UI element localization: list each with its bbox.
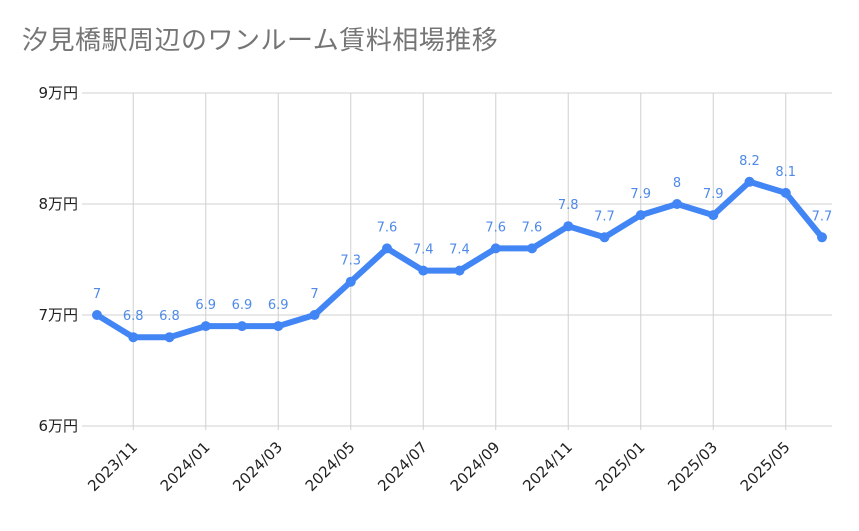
- x-tick-label: 2024/03: [229, 438, 286, 495]
- data-point: [527, 243, 537, 254]
- x-tick-label: 2024/05: [302, 438, 359, 495]
- y-tick-label: 9万円: [38, 84, 78, 102]
- chart-title: 汐見橋駅周辺のワンルーム賃料相場推移: [22, 26, 499, 56]
- y-tick-label: 8万円: [38, 195, 78, 213]
- data-point: [672, 199, 682, 209]
- data-label: 7: [93, 287, 101, 302]
- data-point: [744, 176, 755, 187]
- data-label: 8.2: [739, 154, 760, 169]
- data-label: 6.9: [268, 298, 289, 313]
- x-tick-label: 2024/01: [157, 438, 214, 495]
- data-point: [490, 243, 501, 254]
- data-label: 7.9: [703, 187, 724, 202]
- y-tick-label: 6万円: [38, 417, 78, 435]
- x-tick-label: 2024/11: [519, 438, 576, 495]
- data-point: [635, 210, 646, 221]
- data-label: 6.8: [123, 309, 144, 324]
- data-label: 6.9: [232, 298, 253, 313]
- data-label: 7: [310, 287, 318, 302]
- data-point: [418, 265, 429, 276]
- data-label: 7.7: [594, 209, 615, 224]
- data-label: 7.4: [449, 243, 470, 258]
- y-tick-label: 7万円: [38, 306, 78, 324]
- x-tick-label: 2024/09: [447, 438, 504, 495]
- data-label: 7.9: [630, 187, 651, 202]
- data-point: [237, 321, 247, 332]
- data-point: [817, 232, 827, 243]
- data-label: 7.6: [522, 220, 543, 235]
- data-label: 7.4: [413, 243, 434, 258]
- x-tick-label: 2025/05: [737, 438, 794, 495]
- data-point: [164, 332, 175, 343]
- data-label: 8: [673, 176, 681, 191]
- data-point: [382, 243, 392, 254]
- x-tick-label: 2024/07: [374, 438, 431, 495]
- data-label: 7.3: [340, 254, 361, 269]
- data-point: [128, 332, 139, 343]
- data-point: [309, 310, 320, 320]
- data-label: 7.8: [558, 198, 579, 213]
- data-point: [200, 321, 211, 332]
- data-label: 6.8: [159, 309, 180, 324]
- data-label: 7.6: [485, 220, 506, 235]
- data-label: 6.9: [195, 298, 216, 313]
- data-label: 8.1: [775, 165, 796, 180]
- data-point: [563, 221, 574, 232]
- data-point: [599, 232, 610, 243]
- data-point: [92, 310, 102, 320]
- data-label: 7.6: [377, 220, 398, 235]
- x-tick-label: 2025/01: [592, 438, 649, 495]
- data-point: [454, 265, 465, 276]
- data-point: [708, 210, 719, 221]
- data-label: 7.7: [812, 209, 833, 224]
- data-point: [273, 321, 284, 332]
- data-point: [780, 187, 791, 198]
- x-tick-label: 2023/11: [84, 438, 141, 495]
- data-point: [345, 276, 356, 287]
- x-tick-label: 2025/03: [664, 438, 721, 495]
